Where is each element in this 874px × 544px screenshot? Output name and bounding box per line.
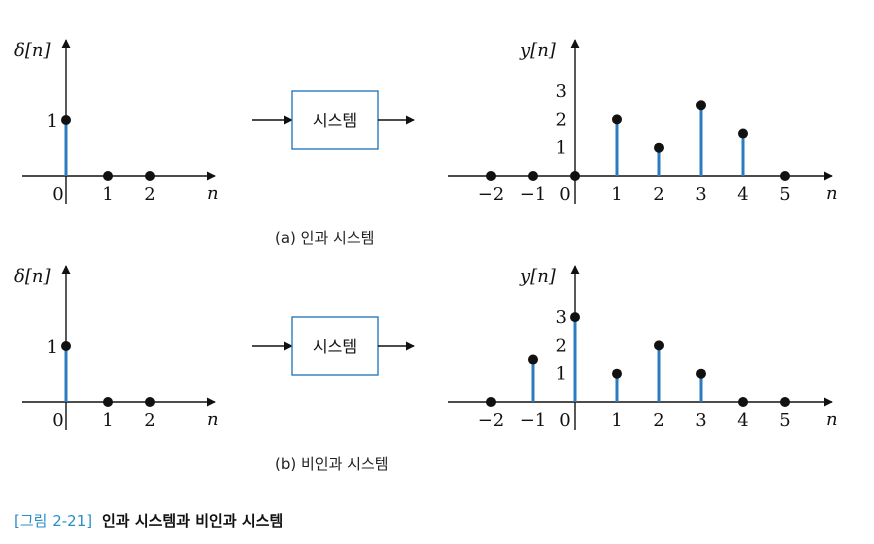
data-point: [696, 100, 706, 111]
data-point: [103, 397, 113, 407]
x-tick-label: −2: [478, 184, 505, 205]
data-point: [61, 341, 71, 351]
data-point: [570, 312, 580, 323]
x-axis-label: n: [207, 183, 219, 204]
system-box: [291, 90, 379, 150]
data-point: [696, 368, 706, 379]
x-tick-label: 0: [52, 410, 63, 431]
x-tick-label: −1: [520, 410, 547, 431]
x-tick-label: 0: [52, 184, 63, 205]
system-label: 시스템: [313, 111, 357, 130]
x-tick-label: 1: [102, 184, 113, 205]
data-point: [145, 397, 155, 407]
y-tick-label: 1: [47, 111, 58, 132]
x-axis-label: n: [207, 409, 219, 430]
x-tick-label: 2: [653, 410, 664, 431]
data-point: [528, 354, 538, 365]
y-tick-label: 1: [556, 138, 567, 159]
panel-b: δ[n] n 1 0 1 2 시스템 y[n] n 1 2 3 −2 −1 0 1 2 3 4 5 (b) 비인과 시스…: [14, 265, 838, 473]
figure-title: 인과 시스템과 비인과 시스템: [102, 512, 283, 530]
x-tick-label: 4: [737, 410, 748, 431]
input-plot: δ[n] n 1 0 1 2: [14, 265, 219, 431]
input-plot: δ[n] n 1 0 1 2: [14, 39, 219, 205]
x-tick-label: 4: [737, 184, 748, 205]
x-tick-label: 1: [611, 184, 622, 205]
data-point: [654, 340, 664, 351]
data-point: [528, 171, 538, 181]
data-point: [486, 397, 496, 407]
panel-caption: (a) 인과 시스템: [275, 229, 374, 247]
system-label: 시스템: [313, 337, 357, 356]
x-tick-label: 1: [611, 410, 622, 431]
x-tick-label: 3: [695, 410, 706, 431]
x-tick-label: 2: [653, 184, 664, 205]
data-point: [654, 142, 664, 153]
y-tick-label: 1: [556, 364, 567, 385]
data-point: [103, 171, 113, 181]
x-tick-label: 2: [144, 184, 155, 205]
data-point: [612, 114, 622, 125]
data-point: [738, 397, 748, 407]
y-axis-label: y[n]: [519, 40, 557, 61]
y-axis-label: δ[n]: [14, 266, 51, 287]
y-tick-label: 3: [556, 81, 567, 102]
data-point: [61, 115, 71, 125]
x-tick-label: 0: [559, 410, 570, 431]
x-tick-label: −1: [520, 184, 547, 205]
panel-a: δ[n] n 1 0 1 2 시스템 y[n] n 1 2 3 −2 −1 0 1 2 3 4 5 (a) 인과 시스템: [14, 39, 838, 247]
x-tick-label: 5: [779, 184, 790, 205]
system-block: 시스템: [252, 316, 415, 376]
x-tick-label: 2: [144, 410, 155, 431]
data-point: [145, 171, 155, 181]
y-tick-label: 1: [47, 337, 58, 358]
x-axis-label: n: [826, 409, 838, 430]
x-tick-label: 1: [102, 410, 113, 431]
system-block: 시스템: [252, 90, 415, 150]
data-point: [570, 171, 580, 181]
y-tick-label: 2: [556, 109, 567, 130]
x-tick-label: −2: [478, 410, 505, 431]
data-point: [612, 368, 622, 379]
panel-caption: (b) 비인과 시스템: [275, 455, 389, 473]
y-tick-label: 2: [556, 335, 567, 356]
x-tick-label: 0: [559, 184, 570, 205]
data-point: [738, 128, 748, 139]
data-point: [780, 397, 790, 407]
y-axis-label: δ[n]: [14, 40, 51, 61]
y-tick-label: 3: [556, 307, 567, 328]
data-point: [486, 171, 496, 181]
x-tick-label: 5: [779, 410, 790, 431]
figure-label: [그림 2-21]: [14, 512, 92, 530]
x-axis-label: n: [826, 183, 838, 204]
output-plot: y[n] n 1 2 3 −2 −1 0 1 2 3 4 5: [448, 39, 838, 205]
data-point: [780, 171, 790, 181]
x-tick-label: 3: [695, 184, 706, 205]
output-plot: y[n] n 1 2 3 −2 −1 0 1 2 3 4 5: [448, 265, 838, 431]
y-axis-label: y[n]: [519, 266, 557, 287]
